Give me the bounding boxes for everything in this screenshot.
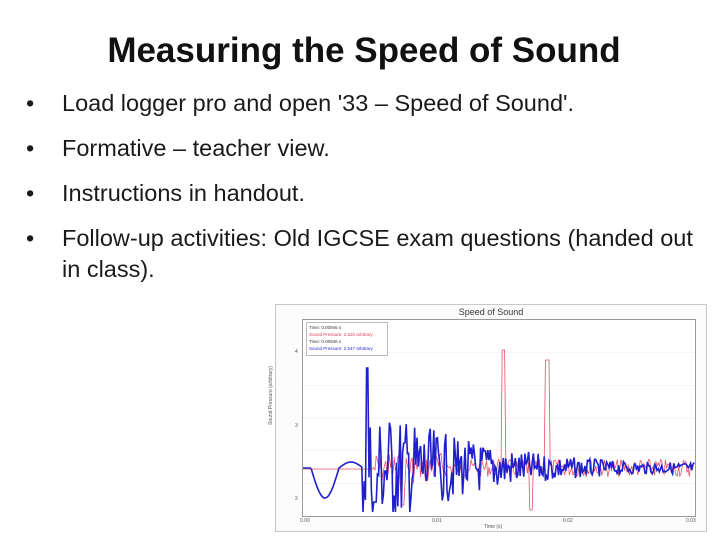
legend-line: Sound Pressure: 2.547 arbitrary [309,346,373,351]
bullet-item: • Load logger pro and open '33 – Speed o… [26,88,716,119]
bullet-dot: • [26,180,35,206]
bullet-text: Follow-up activities: Old IGCSE exam que… [62,225,693,282]
slide-title: Measuring the Speed of Sound [107,31,621,70]
bullet-dot: • [26,225,35,251]
bullet-dot: • [26,90,35,116]
x-tick: 0.00 [300,518,310,524]
bullet-text: Formative – teacher view. [62,135,330,161]
graph-title: Speed of Sound [458,307,524,317]
graph-screenshot: Speed of Sound Time: 0.00946 s Sound Pre… [268,304,707,532]
x-tick: 0.02 [563,518,573,524]
y-tick: 3 [295,423,298,429]
bullet-text: Load logger pro and open '33 – Speed of … [62,90,575,116]
bullet-item: • Follow-up activities: Old IGCSE exam q… [26,223,716,285]
bullet-list: • Load logger pro and open '33 – Speed o… [26,88,716,299]
legend-line: Time: 0.00946 s [309,339,342,344]
legend-line: Sound Pressure: 2.520 arbitrary [309,332,373,337]
blue-waveform [303,367,695,513]
y-axis-label: Sound Pressure (arbitrary) [268,366,274,425]
bullet-dot: • [26,135,35,161]
legend-line: Time: 0.00946 s [309,325,342,330]
y-tick: 4 [295,349,298,355]
bullet-item: • Instructions in handout. [26,178,716,209]
bullet-text: Instructions in handout. [62,180,305,206]
bullet-item: • Formative – teacher view. [26,133,716,164]
x-axis-label: Time (s) [484,524,503,530]
x-tick: 0.01 [432,518,442,524]
x-tick: 0.03 [686,518,696,524]
graph-legend: Time: 0.00946 s Sound Pressure: 2.520 ar… [306,322,388,356]
y-tick: 2 [295,496,298,502]
